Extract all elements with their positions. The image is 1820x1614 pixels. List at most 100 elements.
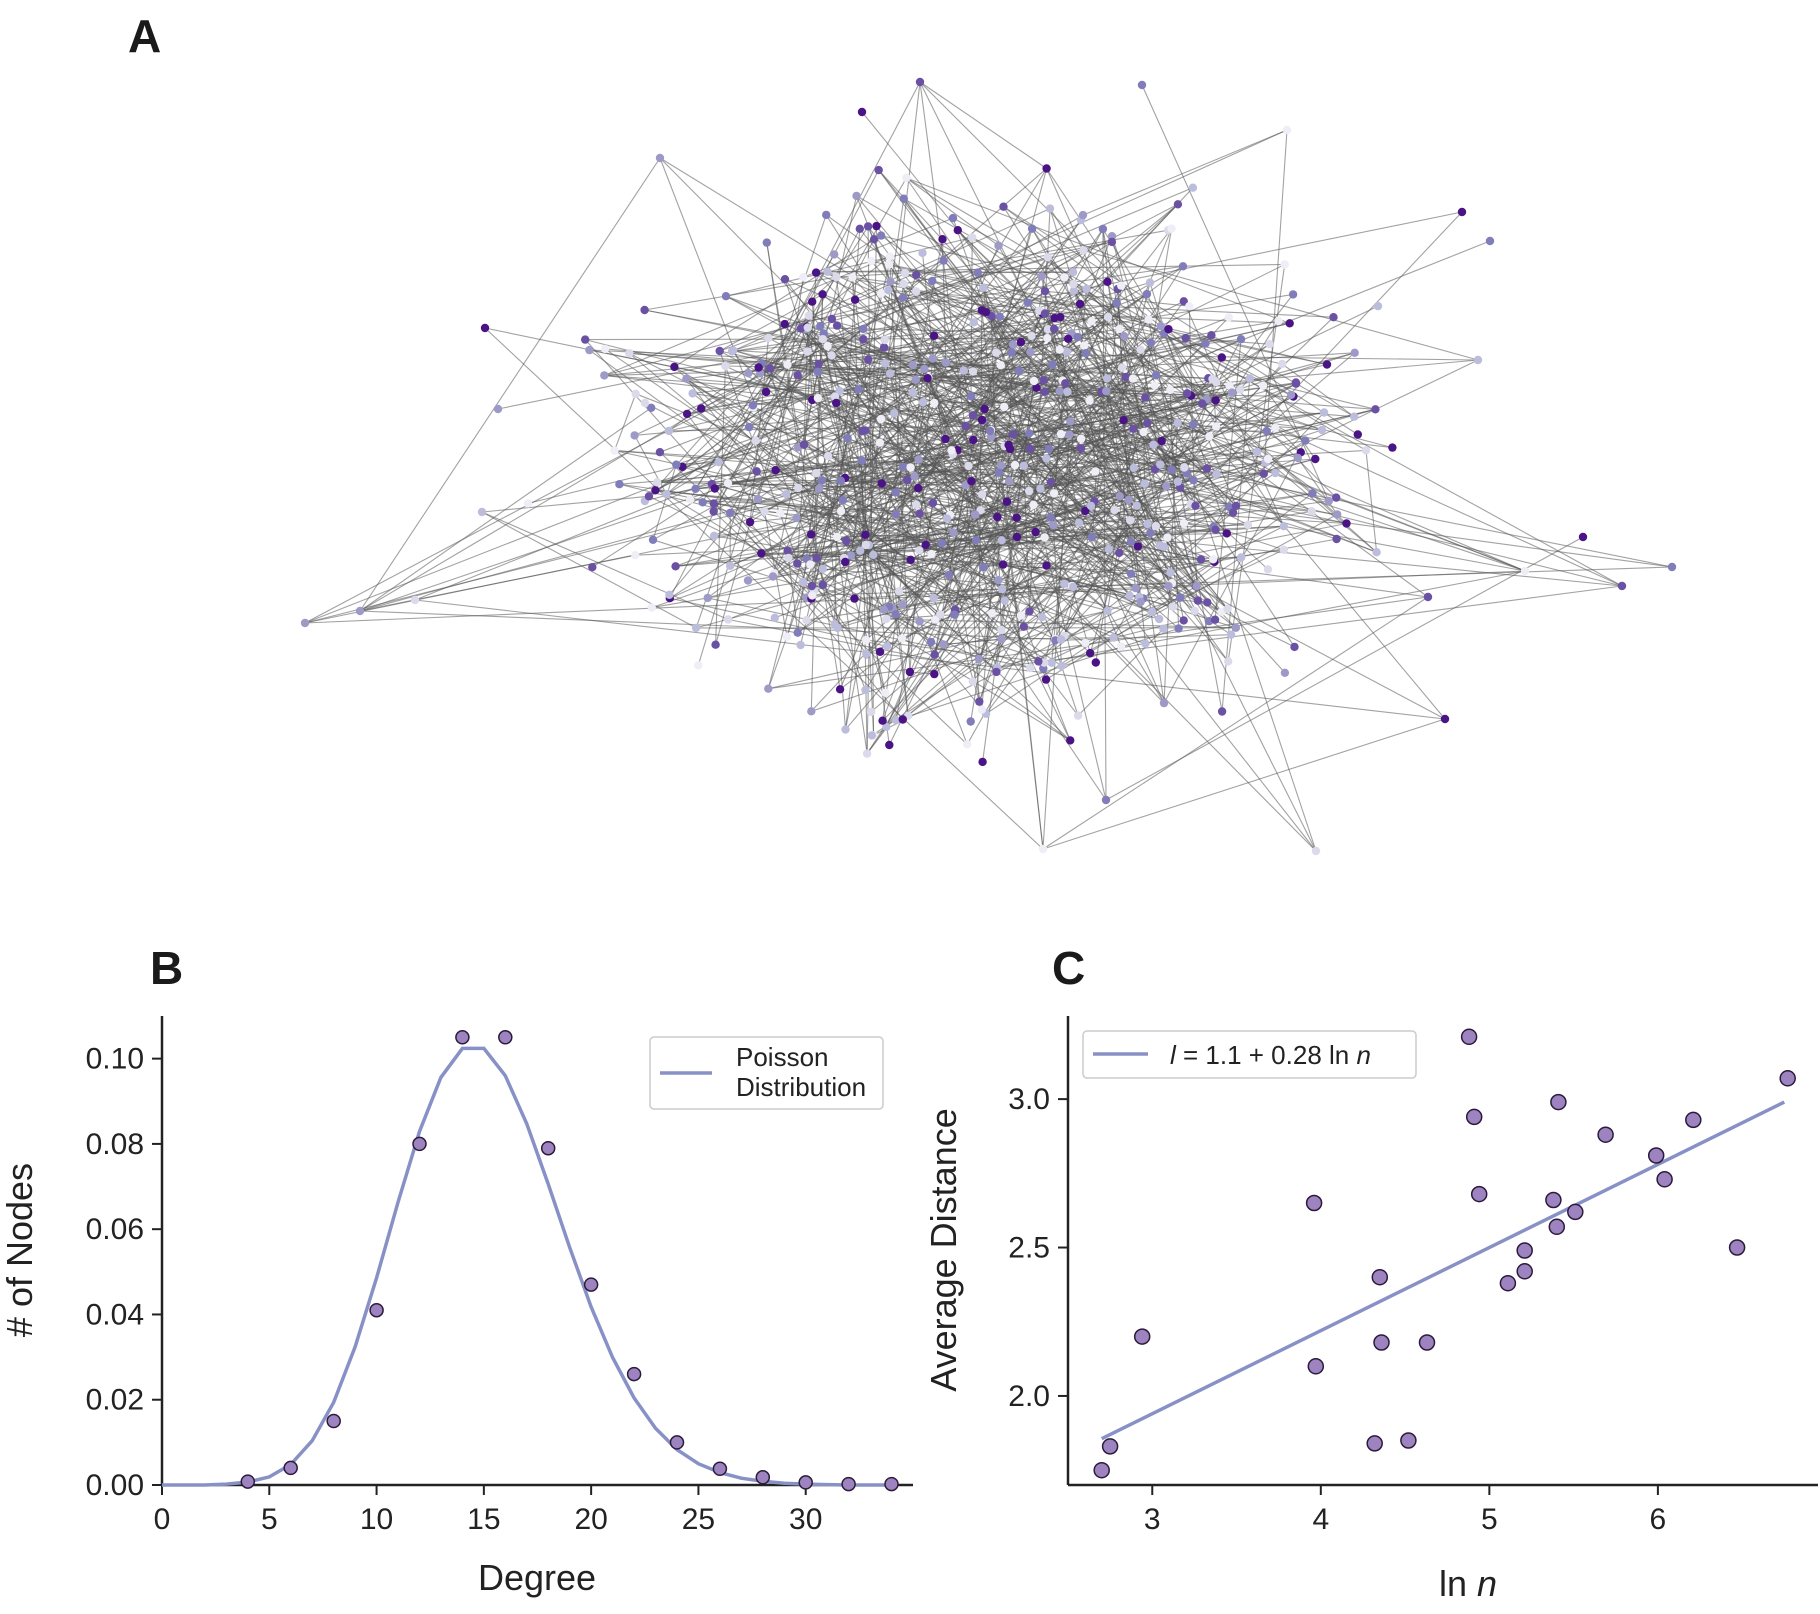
network-node [909, 389, 917, 397]
network-node [1030, 377, 1038, 385]
network-node [1079, 211, 1087, 219]
network-node [494, 405, 502, 413]
network-node [919, 398, 927, 406]
network-node [751, 436, 759, 444]
c-data-point [1551, 1095, 1566, 1110]
poisson-line [162, 1048, 892, 1485]
network-node [843, 434, 851, 442]
network-node [710, 532, 718, 540]
network-node [1192, 582, 1200, 590]
network-node [1056, 346, 1064, 354]
network-node [1212, 422, 1220, 430]
network-node [1139, 428, 1147, 436]
network-node [1167, 224, 1175, 232]
network-node [1045, 445, 1053, 453]
network-node [900, 195, 908, 203]
network-node [760, 507, 768, 515]
network-node [1042, 164, 1050, 172]
network-node [807, 707, 815, 715]
network-node [856, 225, 864, 233]
b-data-point [671, 1436, 684, 1449]
network-node [998, 585, 1006, 593]
network-node [1205, 432, 1213, 440]
network-node [688, 389, 696, 397]
network-node [1278, 360, 1286, 368]
network-node [816, 322, 824, 330]
network-node [1042, 561, 1050, 569]
network-edge [615, 394, 636, 451]
b-legend-label-line1: Poisson [736, 1042, 829, 1072]
network-node [1148, 608, 1156, 616]
network-node [1209, 555, 1217, 563]
network-node [1163, 533, 1171, 541]
network-node [1138, 81, 1146, 89]
network-node [1136, 346, 1144, 354]
c-data-point [1372, 1270, 1387, 1285]
network-node [899, 715, 907, 723]
network-node [1173, 419, 1181, 427]
network-node [906, 463, 914, 471]
network-node [1271, 469, 1279, 477]
c-data-point [1420, 1335, 1435, 1350]
network-node [930, 670, 938, 678]
network-node [1036, 485, 1044, 493]
network-node [648, 603, 656, 611]
network-node [1015, 367, 1023, 375]
network-node [1237, 335, 1245, 343]
network-node [1057, 635, 1065, 643]
network-node [877, 289, 885, 297]
network-node [903, 476, 911, 484]
network-node [771, 466, 779, 474]
network-node [832, 273, 840, 281]
network-node [794, 484, 802, 492]
c-data-point [1374, 1335, 1389, 1350]
network-node [1271, 424, 1279, 432]
network-node [1027, 332, 1035, 340]
network-node [1157, 322, 1165, 330]
network-node [978, 416, 986, 424]
network-node [1103, 278, 1111, 286]
network-node [997, 361, 1005, 369]
network-node [819, 335, 827, 343]
network-node [861, 426, 869, 434]
network-node [805, 312, 813, 320]
network-node [1132, 584, 1140, 592]
network-node [858, 456, 866, 464]
network-node [869, 551, 877, 559]
network-node [1102, 796, 1110, 804]
network-node [1262, 427, 1270, 435]
network-node [868, 731, 876, 739]
c-x-axis-label-prefix: ln [1439, 1563, 1467, 1604]
b-data-point [713, 1462, 726, 1475]
network-node [969, 367, 977, 375]
network-node [1143, 520, 1151, 528]
network-node [481, 324, 489, 332]
network-node [902, 174, 910, 182]
network-node [1048, 659, 1056, 667]
network-node [744, 369, 752, 377]
network-node [960, 366, 968, 374]
network-node [877, 231, 885, 239]
network-node [858, 108, 866, 116]
network-node [1237, 553, 1245, 561]
c-data-point [1367, 1436, 1382, 1451]
network-node [914, 455, 922, 463]
network-node [1180, 616, 1188, 624]
network-node [947, 446, 955, 454]
network-node [875, 166, 883, 174]
c-data-point [1517, 1264, 1532, 1279]
network-node [776, 509, 784, 517]
network-node [819, 581, 827, 589]
network-node [1185, 302, 1193, 310]
network-node [1301, 436, 1309, 444]
network-node [1180, 519, 1188, 527]
network-node [986, 427, 994, 435]
network-node [1077, 435, 1085, 443]
network-node [1232, 624, 1240, 632]
network-node [1109, 633, 1117, 641]
network-node [1065, 430, 1073, 438]
network-node [1117, 281, 1125, 289]
network-node [920, 365, 928, 373]
network-node [1024, 299, 1032, 307]
